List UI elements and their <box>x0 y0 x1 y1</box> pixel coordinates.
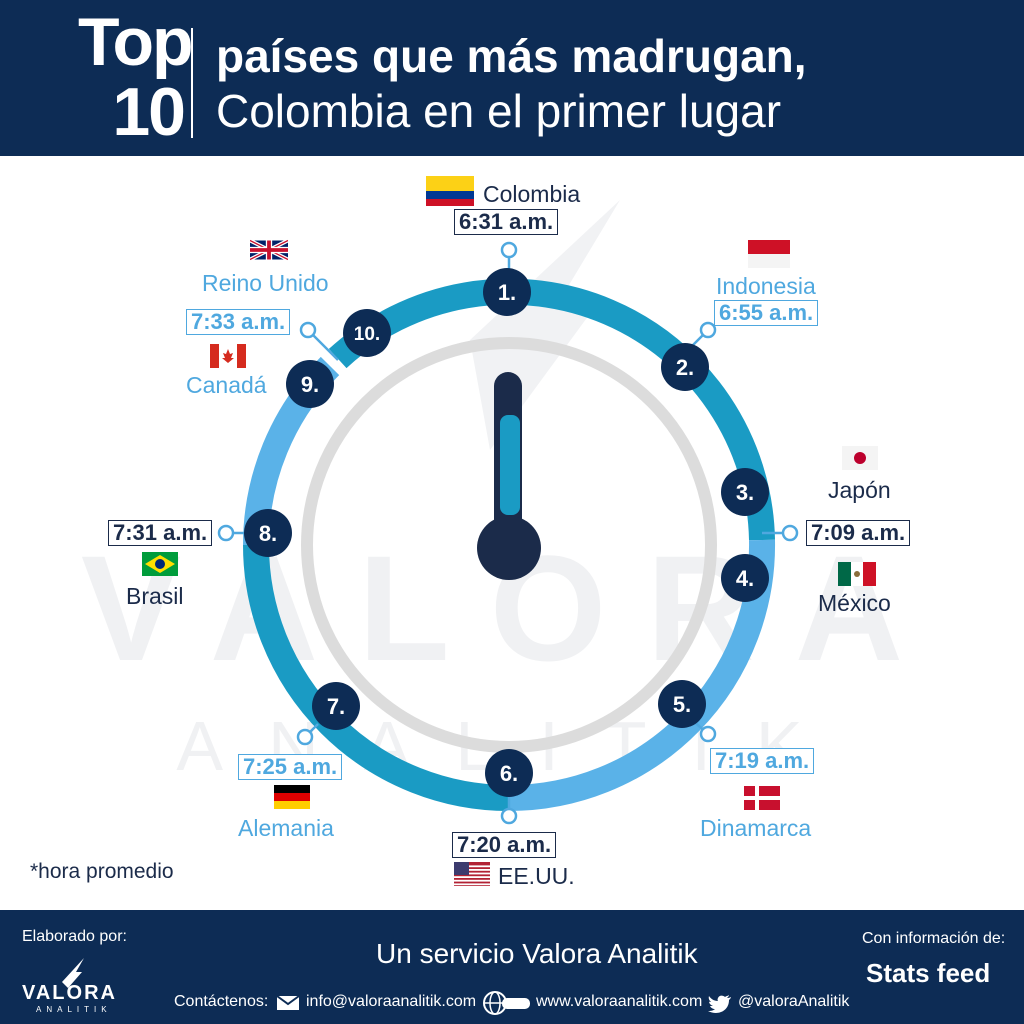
rank-marker-3: 3. <box>721 468 769 516</box>
website-link[interactable]: www.valoraanalitik.com <box>536 993 703 1010</box>
country-label-mexico: México <box>818 590 891 616</box>
hour-hand-inner <box>500 415 520 515</box>
mail-icon <box>276 995 300 1010</box>
svg-text:1.: 1. <box>498 280 516 305</box>
country-label-indonesia: Indonesia <box>716 273 816 299</box>
rank-marker-8: 8. <box>244 509 292 557</box>
service-text: Un servicio Valora Analitik <box>376 938 698 969</box>
rank-marker-5: 5. <box>658 680 706 728</box>
inner-ring <box>301 337 717 753</box>
rank-marker-1: 1. <box>483 268 531 316</box>
info-source-label: Con información de: <box>862 930 1006 947</box>
rank-marker-4: 4. <box>721 554 769 602</box>
watermark-logo-icon <box>470 200 620 450</box>
country-label-canada: Canadá <box>186 372 267 398</box>
country-label-eeuu: EE.UU. <box>498 863 575 889</box>
country-label-dinamarca: Dinamarca <box>700 815 812 841</box>
elaborated-by-label: Elaborado por: <box>22 928 127 945</box>
rank-marker-10: 10. <box>343 309 391 357</box>
colombia-flag-icon <box>426 176 474 206</box>
web-globe-icon <box>483 991 530 1015</box>
email-link[interactable]: info@valoraanalitik.com <box>306 993 477 1010</box>
twitter-icon <box>708 995 731 1013</box>
top-word: Top <box>78 4 194 80</box>
clock-center <box>477 516 541 580</box>
time-badge-colombia: 6:31 a.m. <box>454 209 559 235</box>
svg-text:8.: 8. <box>259 521 277 546</box>
svg-text:7.: 7. <box>327 694 345 719</box>
ring-segment-dark <box>328 278 775 541</box>
japan-flag-icon <box>842 446 878 470</box>
svg-text:9.: 9. <box>301 372 319 397</box>
germany-flag-icon <box>274 785 310 809</box>
header-divider <box>191 28 193 138</box>
header-banner: Top 10 países que más madrugan, Colombia… <box>0 0 1024 156</box>
time-badge-indonesia: 6:55 a.m. <box>714 300 819 326</box>
svg-text:3.: 3. <box>736 480 754 505</box>
top-number: 10 <box>112 74 186 150</box>
svg-text:6.: 6. <box>500 761 518 786</box>
valora-logo-icon <box>62 958 84 988</box>
country-label-brasil: Brasil <box>126 583 184 609</box>
footer-banner: Elaborado por: VALORA ANALITIK Un servic… <box>0 910 1024 1024</box>
country-label-japon: Japón <box>828 477 891 503</box>
logo-subtext: ANALITIK <box>36 1005 112 1014</box>
title-line-1: países que más madrugan, <box>216 30 807 82</box>
time-badge-brasil: 7:31 a.m. <box>108 520 213 546</box>
rank-marker-2: 2. <box>661 343 709 391</box>
rank-marker-6: 6. <box>485 749 533 797</box>
country-label-alemania: Alemania <box>238 815 334 841</box>
denmark-flag-icon <box>744 786 780 810</box>
source-name: Stats feed <box>866 958 991 988</box>
footnote: *hora promedio <box>30 860 174 883</box>
canada-flag-icon <box>210 344 246 368</box>
svg-text:2.: 2. <box>676 355 694 380</box>
time-badge-japon-mexico: 7:09 a.m. <box>806 520 911 546</box>
time-badge-alemania: 7:25 a.m. <box>238 754 343 780</box>
rank-marker-9: 9. <box>286 360 334 408</box>
title-line-2: Colombia en el primer lugar <box>216 85 782 137</box>
time-badge-reino-unido-canada: 7:33 a.m. <box>186 309 291 335</box>
brazil-flag-icon <box>142 552 178 576</box>
country-label-reino-unido: Reino Unido <box>202 270 329 296</box>
svg-text:10.: 10. <box>354 324 380 345</box>
usa-flag-icon <box>454 862 490 886</box>
indonesia-flag-icon <box>748 240 790 268</box>
svg-text:5.: 5. <box>673 692 691 717</box>
rank-marker-7: 7. <box>312 682 360 730</box>
twitter-handle[interactable]: @valoraAnalitik <box>738 993 850 1010</box>
time-badge-eeuu: 7:20 a.m. <box>452 832 557 858</box>
svg-text:4.: 4. <box>736 566 754 591</box>
logo-text: VALORA <box>22 982 117 1004</box>
uk-flag-icon <box>250 238 288 262</box>
time-badge-dinamarca: 7:19 a.m. <box>710 748 815 774</box>
contact-label: Contáctenos: <box>174 993 269 1010</box>
mexico-flag-icon <box>838 562 876 586</box>
country-label-colombia: Colombia <box>483 181 581 207</box>
